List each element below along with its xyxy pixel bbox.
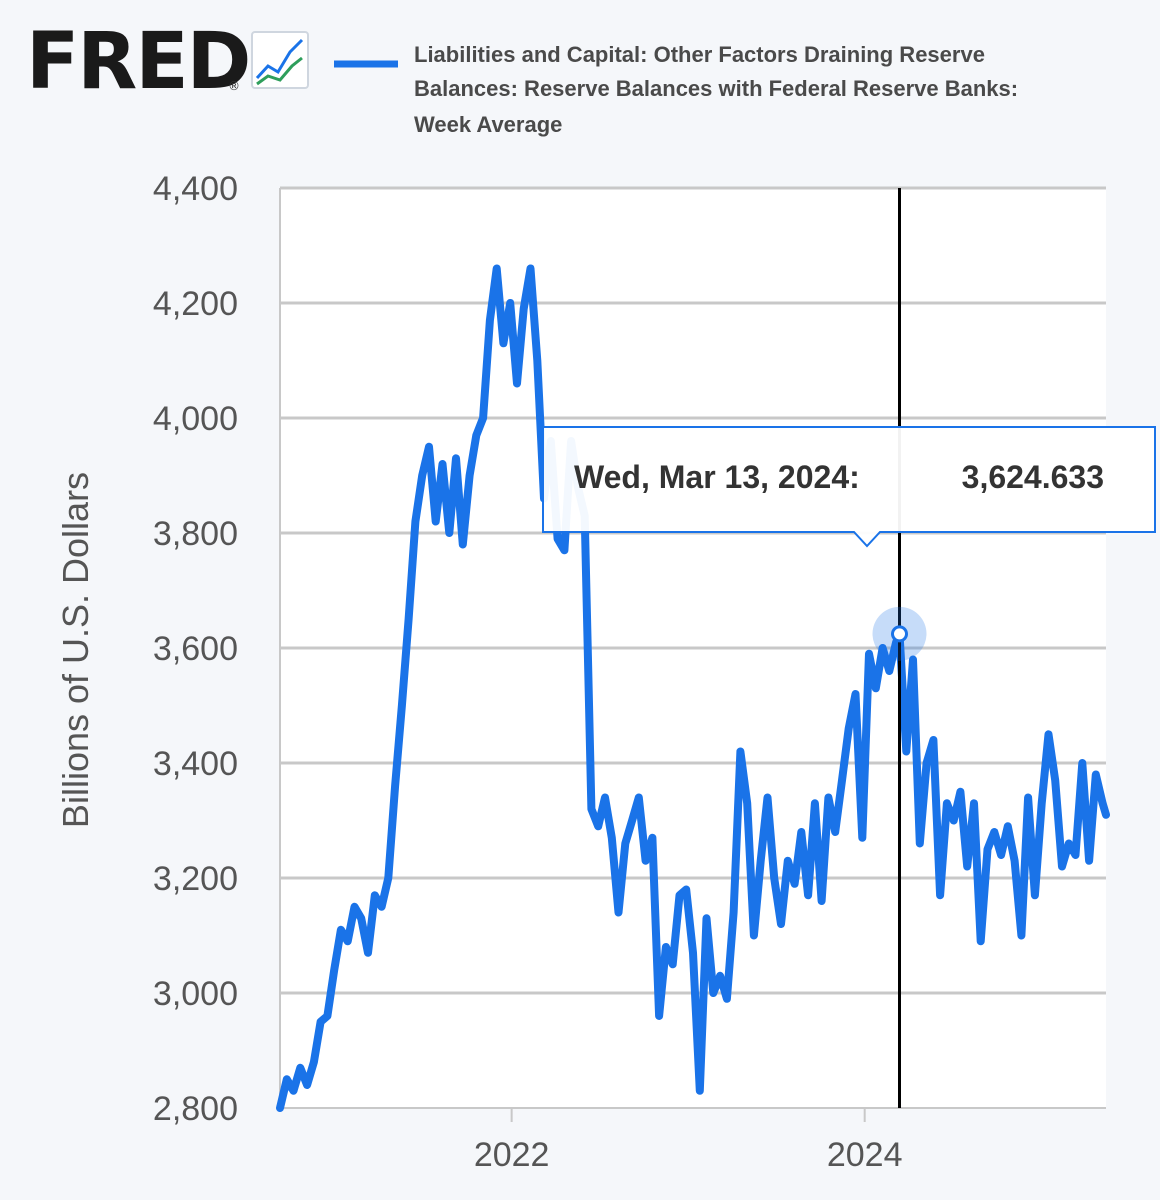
y-tick-label: 3,800 — [153, 515, 238, 553]
y-axis-label: Billions of U.S. Dollars — [55, 472, 96, 828]
legend-line-3: Week Average — [414, 112, 562, 137]
y-tick-label: 3,200 — [153, 860, 238, 898]
tooltip-value: 3,624.633 — [962, 459, 1104, 495]
x-tick-label: 2022 — [474, 1136, 550, 1174]
y-axis-ticks: 2,800 3,000 3,200 3,400 3,600 3,800 4,000 4,200… — [153, 170, 238, 1128]
hover-marker — [872, 606, 927, 661]
tooltip-box — [542, 426, 1156, 548]
y-tick-label: 2,800 — [153, 1090, 238, 1128]
logo-text: FRED — [26, 17, 249, 107]
series-line — [276, 264, 1110, 1112]
series-group — [276, 264, 1110, 1112]
y-tick-label: 3,400 — [153, 745, 238, 783]
legend-line-1: Liabilities and Capital: Other Factors D… — [414, 42, 985, 67]
tooltip: Wed, Mar 13, 2024: 3,624.633 — [542, 426, 1156, 548]
y-tick-label: 4,400 — [153, 170, 238, 208]
logo-registered-mark: ® — [228, 79, 240, 93]
legend-line-2: Balances: Reserve Balances with Federal … — [414, 76, 1018, 101]
chart-line-icon — [251, 31, 309, 89]
tooltip-date: Wed, Mar 13, 2024: — [574, 459, 860, 495]
x-axis-ticks: 2022 2024 — [474, 1108, 903, 1174]
hover-dot — [891, 625, 908, 643]
fred-logo[interactable]: FRED ® — [26, 17, 309, 107]
y-tick-label: 4,000 — [153, 400, 238, 438]
legend: Liabilities and Capital: Other Factors D… — [334, 42, 1018, 137]
x-tick-label: 2024 — [827, 1136, 903, 1174]
y-tick-label: 4,200 — [153, 285, 238, 323]
y-tick-label: 3,000 — [153, 975, 238, 1013]
y-tick-label: 3,600 — [153, 630, 238, 668]
